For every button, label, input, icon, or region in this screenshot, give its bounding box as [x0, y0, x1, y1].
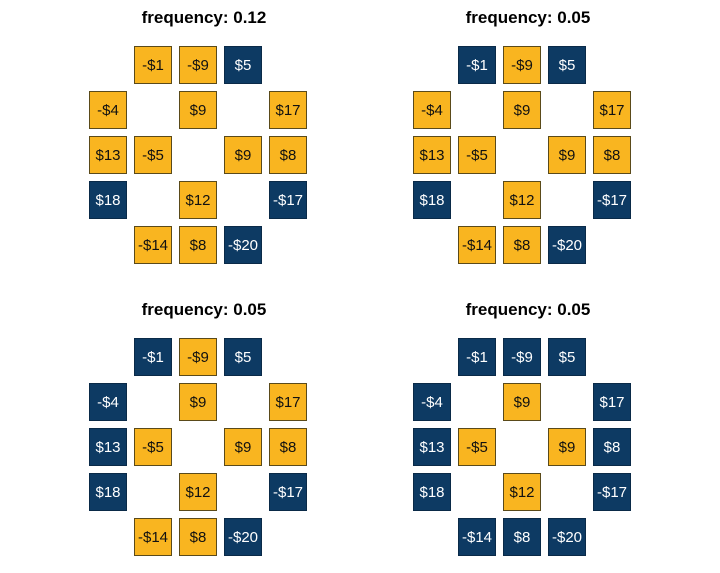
money-tile: -$1 — [134, 46, 172, 84]
money-tile: $8 — [179, 226, 217, 264]
money-tile: $9 — [224, 428, 262, 466]
money-tile: -$5 — [458, 136, 496, 174]
money-tile: $9 — [503, 383, 541, 421]
money-tile: $17 — [593, 91, 631, 129]
money-tile: $5 — [224, 338, 262, 376]
money-tile: $8 — [593, 428, 631, 466]
money-tile: $18 — [413, 181, 451, 219]
money-tile: $8 — [503, 226, 541, 264]
money-tile: $8 — [269, 428, 307, 466]
panel-top-left: frequency: 0.12 -$1 -$9 $5 -$4 $9 $17 $13 -$5 $9… — [89, 8, 319, 278]
money-tile: -$17 — [593, 473, 631, 511]
money-tile: -$5 — [134, 136, 172, 174]
money-tile: $18 — [89, 473, 127, 511]
money-tile: $5 — [548, 338, 586, 376]
money-tile: $13 — [89, 136, 127, 174]
money-tile: $18 — [89, 181, 127, 219]
money-tile: $13 — [89, 428, 127, 466]
money-tile: $9 — [179, 91, 217, 129]
money-tile: -$1 — [458, 338, 496, 376]
money-tile: $13 — [413, 136, 451, 174]
money-tile: $9 — [548, 136, 586, 174]
money-tile: $12 — [179, 181, 217, 219]
panel-title: frequency: 0.05 — [141, 300, 267, 319]
money-tile: -$14 — [134, 226, 172, 264]
money-tile: -$17 — [269, 181, 307, 219]
money-tile: -$14 — [458, 518, 496, 556]
money-tile: -$4 — [89, 91, 127, 129]
money-tile: $17 — [269, 383, 307, 421]
panel-bottom-left: frequency: 0.05 -$1 -$9 $5 -$4 $9 $17 $13 -$5 $9… — [89, 300, 319, 570]
money-tile: -$20 — [224, 226, 262, 264]
money-tile: -$5 — [458, 428, 496, 466]
panel-title: frequency: 0.05 — [465, 300, 591, 319]
money-tile: $9 — [179, 383, 217, 421]
money-tile: $12 — [179, 473, 217, 511]
money-tile: $8 — [179, 518, 217, 556]
money-tile: $13 — [413, 428, 451, 466]
money-tile: $9 — [503, 91, 541, 129]
money-tile: -$20 — [548, 226, 586, 264]
money-tile: $17 — [269, 91, 307, 129]
panel-title: frequency: 0.12 — [141, 8, 267, 27]
money-tile: -$4 — [89, 383, 127, 421]
money-tile: -$20 — [548, 518, 586, 556]
money-tile: $9 — [224, 136, 262, 174]
money-tile: -$17 — [269, 473, 307, 511]
money-tile: $18 — [413, 473, 451, 511]
money-tile: -$4 — [413, 383, 451, 421]
panel-title: frequency: 0.05 — [465, 8, 591, 27]
money-tile: -$4 — [413, 91, 451, 129]
money-tile: $8 — [269, 136, 307, 174]
panel-top-right: frequency: 0.05 -$1 -$9 $5 -$4 $9 $17 $13 -$5 $9… — [413, 8, 643, 278]
money-tile: -$9 — [179, 338, 217, 376]
money-tile: $8 — [503, 518, 541, 556]
money-tile: $17 — [593, 383, 631, 421]
money-tile: -$5 — [134, 428, 172, 466]
money-tile: -$20 — [224, 518, 262, 556]
money-tile: $9 — [548, 428, 586, 466]
money-tile: $5 — [224, 46, 262, 84]
money-tile: $12 — [503, 181, 541, 219]
money-tile: -$9 — [503, 338, 541, 376]
money-tile: $5 — [548, 46, 586, 84]
money-tile: -$14 — [458, 226, 496, 264]
money-tile: -$17 — [593, 181, 631, 219]
money-tile: $12 — [503, 473, 541, 511]
money-tile: -$9 — [179, 46, 217, 84]
money-tile: $8 — [593, 136, 631, 174]
panel-bottom-right: frequency: 0.05 -$1 -$9 $5 -$4 $9 $17 $13 -$5 $9… — [413, 300, 643, 570]
money-tile: -$9 — [503, 46, 541, 84]
money-tile: -$1 — [134, 338, 172, 376]
money-tile: -$1 — [458, 46, 496, 84]
money-tile: -$14 — [134, 518, 172, 556]
